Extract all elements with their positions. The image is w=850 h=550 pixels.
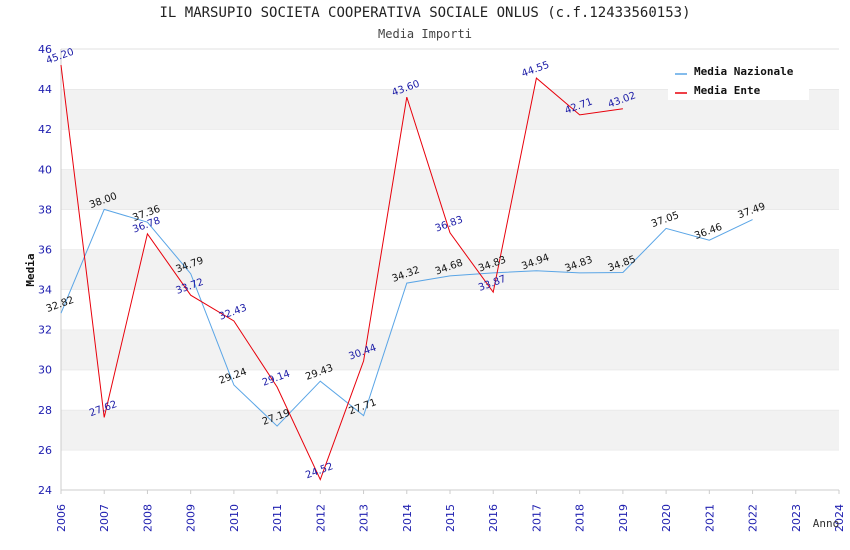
x-tick-label: 2015: [444, 504, 457, 532]
chart-title: IL MARSUPIO SOCIETA COOPERATIVA SOCIALE …: [159, 5, 691, 21]
grid-band: [61, 169, 839, 210]
y-tick-label: 46: [38, 43, 52, 56]
grid-band: [61, 249, 839, 290]
grid-band: [61, 369, 839, 410]
legend-label: Media Ente: [694, 84, 761, 97]
y-tick-label: 36: [38, 243, 52, 256]
x-tick-label: 2022: [747, 504, 760, 532]
y-tick-label: 28: [38, 404, 52, 417]
x-tick-label: 2017: [530, 504, 543, 532]
x-tick-label: 2010: [228, 504, 241, 532]
legend-box: [668, 60, 809, 100]
x-tick-label: 2018: [574, 504, 587, 532]
x-tick-label: 2009: [185, 504, 198, 532]
grid-band: [61, 329, 839, 370]
x-tick-label: 2024: [833, 504, 846, 532]
grid-band: [61, 129, 839, 170]
y-tick-label: 40: [38, 163, 52, 176]
x-tick-label: 2023: [790, 504, 803, 532]
x-tick-label: 2007: [98, 504, 111, 532]
x-axis-ticks: 2006 2007 2008 2009 2010 2011 2012 2013 2014 2015…: [55, 490, 846, 532]
x-tick-label: 2019: [617, 504, 630, 532]
y-tick-label: 30: [38, 364, 52, 377]
x-axis-label: Anno: [813, 517, 840, 530]
y-tick-label: 32: [38, 324, 52, 337]
y-axis-label: Media: [24, 253, 37, 286]
x-tick-label: 2012: [314, 504, 327, 532]
grid-band: [61, 209, 839, 250]
grid-bands: [61, 48, 839, 490]
y-tick-label: 44: [38, 83, 52, 96]
series-lines: [60, 64, 753, 481]
y-tick-label: 42: [38, 123, 52, 136]
x-tick-label: 2008: [141, 504, 154, 532]
legend: Media Nazionale Media Ente: [668, 60, 809, 100]
y-tick-label: 38: [38, 203, 52, 216]
y-tick-label: 24: [38, 484, 52, 497]
x-tick-label: 2014: [401, 504, 414, 532]
grid-band: [61, 289, 839, 330]
x-tick-label: 2016: [487, 504, 500, 532]
y-tick-label: 34: [38, 284, 52, 297]
x-tick-label: 2021: [703, 504, 716, 532]
chart-subtitle: Media Importi: [378, 27, 472, 41]
grid-band: [61, 449, 839, 490]
legend-label: Media Nazionale: [694, 65, 794, 78]
y-axis-ticks: 24 26 28 30 32 34 36 38 40 42 44 46: [38, 43, 52, 497]
x-tick-label: 2006: [55, 504, 68, 532]
y-tick-label: 26: [38, 444, 52, 457]
x-tick-label: 2011: [271, 504, 284, 532]
series-line-media-nazionale: [60, 208, 753, 427]
x-tick-label: 2020: [660, 504, 673, 532]
grid-band: [61, 409, 839, 450]
x-tick-label: 2013: [358, 504, 371, 532]
series-line-media-ente: [60, 64, 623, 481]
